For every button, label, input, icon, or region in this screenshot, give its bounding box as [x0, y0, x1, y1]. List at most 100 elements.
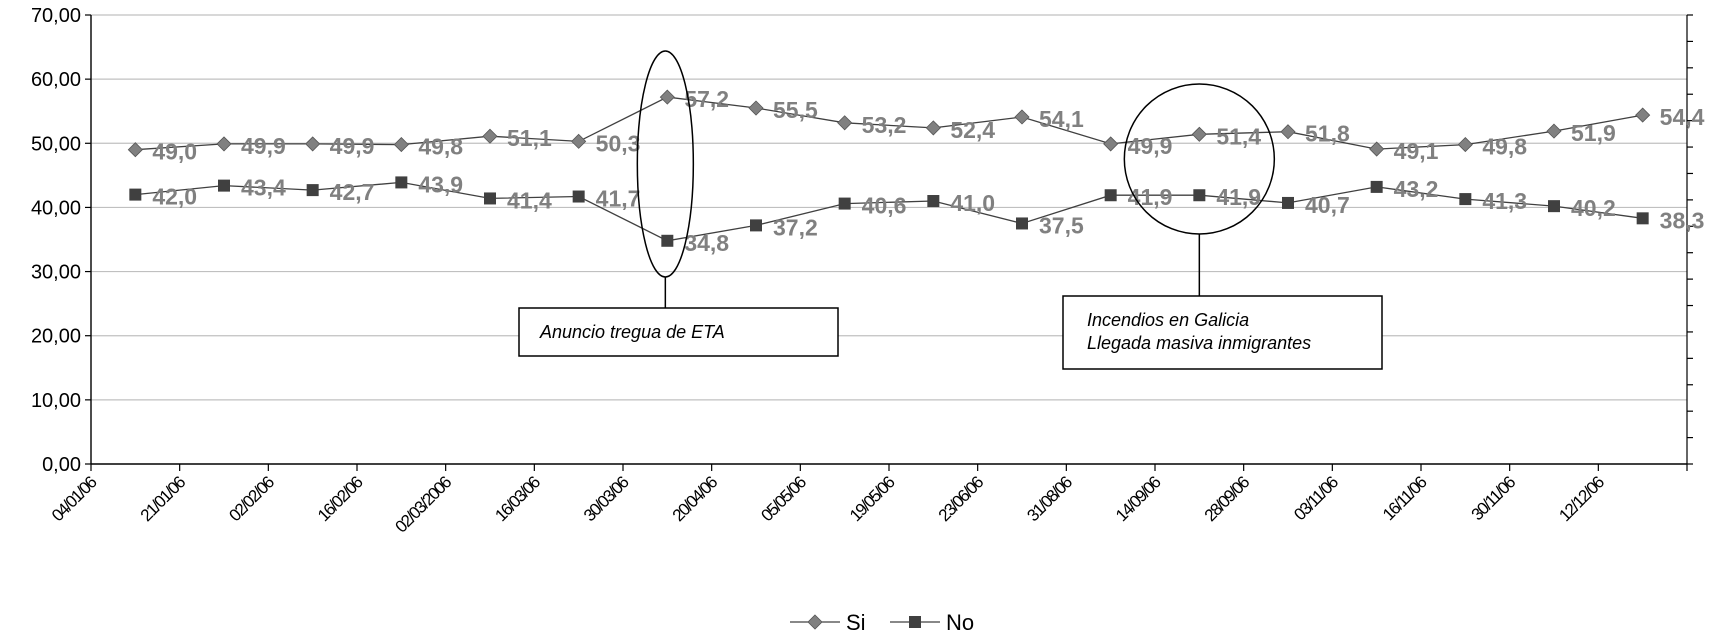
grid	[91, 14, 1687, 401]
y-tick-label: 70,00	[31, 5, 81, 27]
x-tick-label: 16/11/06	[1379, 473, 1431, 525]
series-line-no	[135, 181, 1643, 242]
data-label: 51,9	[1571, 120, 1616, 146]
data-point	[1457, 137, 1473, 153]
data-label: 43,9	[418, 171, 463, 197]
data-label: 37,2	[773, 214, 818, 240]
data-label: 49,8	[418, 134, 463, 160]
data-label: 43,2	[1394, 176, 1439, 202]
data-point	[1369, 141, 1385, 157]
data-label: 41,7	[596, 186, 641, 212]
data-label: 40,2	[1571, 195, 1616, 221]
data-point	[837, 115, 853, 131]
data-point	[1104, 189, 1117, 202]
data-point	[572, 190, 585, 203]
data-point	[1282, 196, 1294, 209]
data-point	[216, 136, 232, 152]
x-tick-label: 16/03/06	[491, 473, 543, 525]
data-label: 38,3	[1660, 207, 1705, 233]
data-point	[1370, 180, 1383, 193]
legend-marker-square	[909, 616, 921, 628]
data-label: 49,8	[1482, 134, 1527, 160]
data-label: 54,1	[1039, 106, 1084, 132]
data-label: 37,5	[1039, 212, 1084, 238]
data-point	[218, 179, 230, 192]
data-point	[927, 195, 940, 208]
data-point	[129, 188, 142, 201]
data-label: 41,0	[950, 190, 995, 216]
y-tick-label: 30,00	[31, 262, 81, 284]
x-tick-label: 14/09/06	[1112, 473, 1164, 525]
data-label: 50,3	[596, 130, 641, 156]
data-point	[659, 89, 675, 105]
data-label: 57,2	[684, 86, 729, 112]
data-point	[1459, 193, 1472, 206]
y-tick-label: 60,00	[31, 69, 81, 91]
data-label: 49,1	[1394, 138, 1439, 164]
x-tick-label: 21/01/06	[137, 473, 189, 525]
x-tick-label: 31/08/06	[1023, 473, 1075, 525]
x-tick-label: 16/02/06	[314, 473, 366, 525]
data-label: 55,5	[773, 97, 818, 123]
data-label: 51,1	[507, 125, 552, 151]
data-label: 49,0	[152, 139, 197, 165]
y-tick-label: 0,00	[42, 454, 81, 476]
data-point	[1635, 107, 1651, 123]
data-point	[127, 142, 143, 158]
data-point	[748, 100, 764, 116]
series-line-si	[135, 96, 1643, 151]
data-label: 54,4	[1660, 104, 1705, 130]
x-tick-label: 30/11/06	[1468, 473, 1520, 525]
data-point	[571, 133, 587, 149]
data-point	[1191, 126, 1207, 142]
annotation-box	[518, 307, 839, 357]
data-label: 43,4	[241, 175, 286, 201]
annotation-text: Incendios en Galicia	[1087, 310, 1249, 330]
data-label: 40,7	[1305, 192, 1350, 218]
data-point	[838, 197, 851, 210]
data-label: 52,4	[950, 117, 995, 143]
x-tick-label: 12/12/06	[1555, 473, 1607, 525]
data-point	[1014, 109, 1030, 125]
x-tick-label: 19/05/06	[846, 473, 898, 525]
data-point	[1548, 200, 1560, 213]
data-label: 41,9	[1216, 184, 1261, 210]
data-point	[925, 120, 941, 136]
annotation-circle	[1123, 83, 1276, 235]
x-tick-label: 05/05/06	[757, 473, 809, 525]
data-label: 51,4	[1216, 123, 1261, 149]
legend-label: Si	[846, 610, 866, 635]
x-tick-label: 20/04/06	[669, 473, 721, 525]
legend-marker-diamond	[807, 614, 823, 630]
series-layer: 49,0 49,9 49,9 49,8 51,1 50,3 57,2 55,5 53,2 52,4…	[127, 86, 1705, 256]
x-tick-label: 03/11/06	[1290, 473, 1342, 525]
x-tick-label: 23/06/06	[935, 473, 987, 525]
y-tick-label: 10,00	[31, 390, 81, 412]
x-tick-label: 28/09/06	[1201, 473, 1253, 525]
data-point	[661, 234, 674, 247]
annotation-text: Llegada masiva inmigrantes	[1087, 333, 1311, 353]
data-point	[306, 184, 319, 197]
data-label: 40,6	[862, 193, 907, 219]
data-point	[482, 128, 498, 144]
annotations: Anuncio tregua de ETA Incendios en Galici…	[518, 50, 1383, 370]
data-point	[393, 137, 409, 153]
x-tick-label: 02/03/2006	[391, 473, 455, 537]
data-label: 53,2	[862, 112, 907, 138]
legend: Si No	[790, 610, 974, 635]
data-label: 51,8	[1305, 121, 1350, 147]
data-point	[1103, 136, 1119, 152]
data-point	[1016, 217, 1028, 230]
x-axis: 04/01/06 21/01/06 02/02/06 16/02/06 02/03/20…	[48, 464, 1688, 537]
legend-label: No	[946, 610, 974, 635]
data-point	[305, 136, 321, 152]
y-axis: 0,00 10,00 20,00 30,00 40,00 50,00 60,00 70,00	[31, 5, 91, 476]
y-tick-label: 40,00	[31, 197, 81, 219]
x-tick-label: 30/03/06	[580, 473, 632, 525]
data-point	[1546, 123, 1562, 139]
data-point	[750, 219, 762, 232]
data-label: 49,9	[241, 133, 286, 159]
y-tick-label: 50,00	[31, 133, 81, 155]
plot-frame	[90, 14, 1693, 465]
data-label: 42,7	[330, 179, 375, 205]
